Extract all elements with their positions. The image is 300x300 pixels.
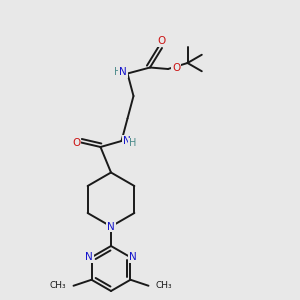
Text: N: N [129, 252, 137, 262]
Text: CH₃: CH₃ [50, 281, 66, 290]
Text: N: N [107, 221, 115, 232]
Text: CH₃: CH₃ [156, 281, 172, 290]
Text: N: N [123, 136, 131, 146]
Text: H: H [113, 67, 121, 77]
Text: O: O [72, 137, 81, 148]
Text: O: O [158, 36, 166, 46]
Text: O: O [172, 63, 180, 73]
Text: N: N [119, 67, 127, 77]
Text: H: H [129, 138, 136, 148]
Text: N: N [85, 252, 93, 262]
